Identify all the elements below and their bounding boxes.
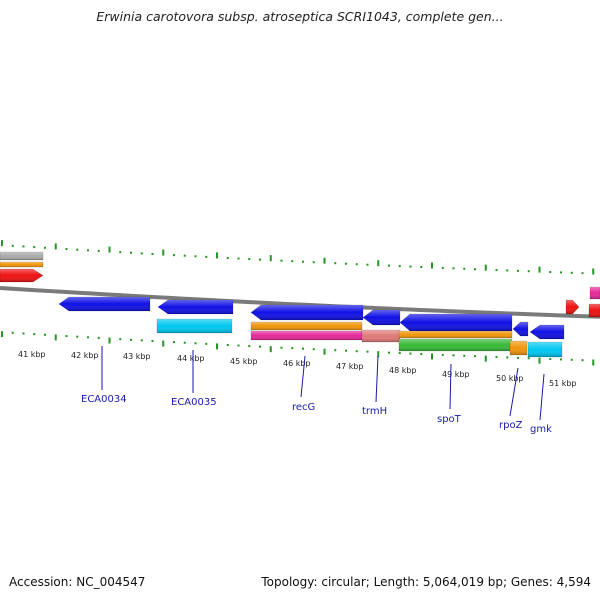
genome-backbone xyxy=(0,286,600,319)
feature-shading xyxy=(0,262,43,267)
feature-shading xyxy=(362,330,400,342)
feature-shading xyxy=(157,319,232,333)
gene-leader-line xyxy=(300,355,306,398)
feature-shading xyxy=(400,314,512,331)
gene-label-eca0035[interactable]: ECA0035 xyxy=(171,397,217,408)
gene-label-trmh[interactable]: trmH xyxy=(362,406,387,417)
gene-label-recg[interactable]: recG xyxy=(292,402,315,413)
kbp-tick-label: 46 kbp xyxy=(283,359,311,368)
gene-label-gmk[interactable]: gmk xyxy=(530,424,552,435)
map-title: Erwinia carotovora subsp. atroseptica SC… xyxy=(96,9,504,24)
kbp-tick-label: 47 kbp xyxy=(336,362,364,371)
kbp-tick-label: 41 kbp xyxy=(18,350,46,359)
kbp-tick-label: 45 kbp xyxy=(230,357,258,366)
gene-label-rpoz[interactable]: rpoZ xyxy=(499,420,523,431)
feature-shading xyxy=(510,341,527,355)
kbp-tick-label: 44 kbp xyxy=(177,354,205,363)
gene-leader-line xyxy=(539,373,545,421)
inner-tick-ring xyxy=(1,331,595,366)
feature-shading xyxy=(566,300,579,314)
feature-shading xyxy=(158,300,233,314)
feature-shading xyxy=(251,331,362,340)
feature-shading xyxy=(513,322,528,336)
feature-shading xyxy=(528,342,562,357)
feature-shading xyxy=(0,252,43,260)
genome-summary-text: Topology: circular; Length: 5,064,019 bp… xyxy=(261,575,591,589)
kbp-tick-label: 51 kbp xyxy=(549,379,577,388)
feature-track[interactable] xyxy=(0,251,600,358)
feature-shading xyxy=(363,310,400,325)
kbp-tick-label: 49 kbp xyxy=(442,370,470,379)
kbp-tick-label: 48 kbp xyxy=(389,366,417,375)
feature-shading xyxy=(399,339,512,351)
gene-label-spot[interactable]: spoT xyxy=(437,414,462,425)
feature-shading xyxy=(0,269,43,282)
feature-shading xyxy=(251,322,362,330)
accession-text: Accession: NC_004547 xyxy=(9,575,146,589)
feature-shading xyxy=(530,325,564,339)
kbp-tick-label: 43 kbp xyxy=(123,352,151,361)
gene-leader-line xyxy=(449,363,452,410)
kbp-tick-label: 42 kbp xyxy=(71,351,99,360)
feature-shading xyxy=(251,305,363,320)
outer-tick-ring xyxy=(1,240,595,275)
feature-shading xyxy=(590,287,600,299)
feature-shading xyxy=(59,297,150,311)
gene-leader-line xyxy=(375,355,379,403)
feature-shading xyxy=(399,331,512,338)
kbp-tick-labels: 41 kbp 42 kbp 43 kbp 44 kbp 45 kbp 46 kbp 47 k… xyxy=(18,350,577,388)
gene-label-eca0034[interactable]: ECA0034 xyxy=(81,394,127,405)
kbp-tick-label: 50 kbp xyxy=(496,374,524,383)
gene-leader-line xyxy=(509,367,519,417)
feature-shading xyxy=(589,304,600,317)
gene-labels[interactable]: ECA0034 ECA0035 recG trmH spoT rpoZ gmk xyxy=(81,346,552,435)
